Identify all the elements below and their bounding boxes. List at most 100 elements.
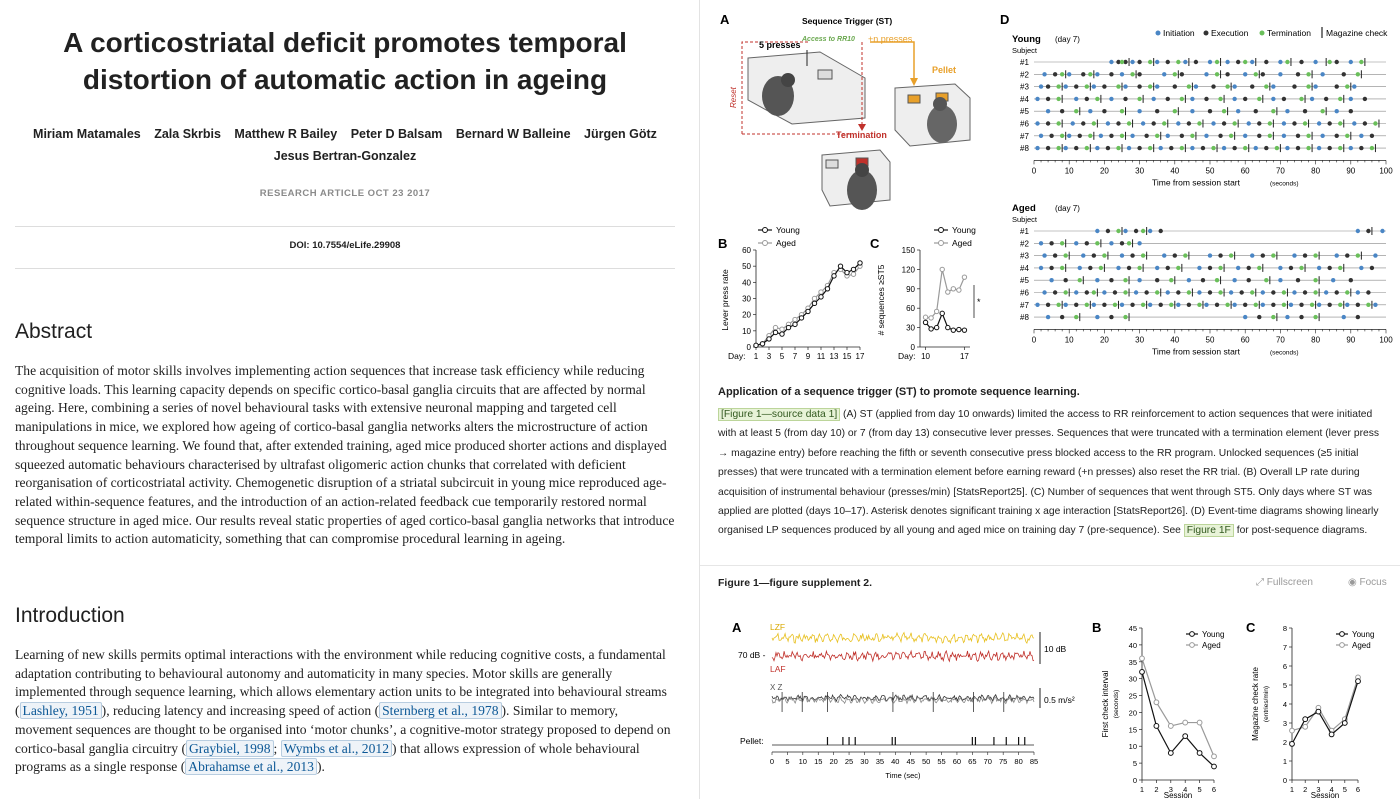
execution-point xyxy=(1250,84,1255,89)
x-tick-label: 25 xyxy=(845,757,853,766)
execution-point xyxy=(1049,133,1054,138)
execution-point xyxy=(1292,84,1297,89)
termination-point xyxy=(1147,84,1153,89)
execution-point xyxy=(1172,253,1177,258)
data-point-young xyxy=(1167,750,1174,756)
citation-link[interactable]: Lashley, 1951 xyxy=(19,702,102,720)
execution-point xyxy=(1327,121,1332,126)
author-link[interactable]: Jesus Bertran-Gonzalez xyxy=(273,149,417,163)
supplement-figure-image[interactable]: A LZF LAF 70 dB - 10 dB X Z 0.5 m/s² Pel… xyxy=(700,600,1400,799)
initiation-point xyxy=(1380,228,1385,234)
execution-point xyxy=(1207,109,1213,114)
y-tick-label: 40 xyxy=(1129,641,1137,650)
citation-link[interactable]: Graybiel, 1998 xyxy=(185,739,274,757)
data-point-young xyxy=(1139,669,1145,675)
initiation-point xyxy=(1316,302,1322,307)
x-tick-label: 30 xyxy=(860,757,868,766)
initiation-point xyxy=(1035,96,1040,102)
initiation-point xyxy=(1355,228,1361,234)
execution-point xyxy=(1116,121,1121,126)
termination-point xyxy=(1091,290,1097,295)
data-point-young xyxy=(1355,678,1361,685)
subject-row-label: #6 xyxy=(1020,120,1029,129)
data-point-young xyxy=(956,326,962,333)
legend-marker xyxy=(1259,30,1265,36)
author-link[interactable]: Peter D Balsam xyxy=(350,127,443,141)
x-tick-label: 5 xyxy=(1343,785,1347,794)
legend-label-young: Young xyxy=(952,225,976,235)
initiation-point xyxy=(1074,241,1079,246)
execution-point xyxy=(1355,314,1361,320)
x-tick-label: 2 xyxy=(1154,785,1158,794)
data-point-young xyxy=(753,342,759,349)
y-tick-label: 4 xyxy=(1283,700,1287,709)
chart-supp-a: 0 5 10 15 20 25 30 35 40 45 50 55 60 65 70 75 80 85 Time (… xyxy=(770,631,1038,780)
termination-point xyxy=(1271,109,1276,114)
termination-point xyxy=(1179,96,1185,102)
subject-row-label: #2 xyxy=(1020,70,1029,79)
termination-point xyxy=(1253,72,1258,77)
data-point-young xyxy=(844,269,850,276)
execution-point xyxy=(1116,59,1121,65)
series-line-young xyxy=(1291,681,1359,745)
termination-point xyxy=(1172,109,1177,114)
initiation-point xyxy=(1278,278,1283,283)
fullscreen-button[interactable]: ⤢ Fullscreen xyxy=(1256,577,1313,588)
initiation-point xyxy=(1221,145,1227,151)
author-link[interactable]: Jürgen Götz xyxy=(584,127,657,141)
initiation-point xyxy=(1035,145,1040,151)
termination-point xyxy=(1218,265,1223,271)
x-tick-label: 75 xyxy=(999,757,1007,766)
figure-1f-link[interactable]: Figure 1F xyxy=(1183,524,1234,538)
y-tick-label: 10 xyxy=(1129,742,1137,751)
initiation-point xyxy=(1130,59,1135,65)
figure-1-image[interactable]: A Sequence Trigger (ST) xyxy=(700,0,1400,370)
pellet-arrow xyxy=(870,41,915,80)
legend-label: Magazine check xyxy=(1326,28,1388,38)
x-tick-label: 70 xyxy=(984,757,992,766)
execution-point xyxy=(1281,96,1287,102)
termination-point xyxy=(1271,253,1276,258)
citation-link[interactable]: Wymbs et al., 2012 xyxy=(280,739,392,757)
introduction-text: Learning of new skills permits optimal i… xyxy=(15,646,677,777)
execution-point xyxy=(1207,265,1213,271)
execution-point xyxy=(1366,228,1371,234)
x-tick-label: 50 xyxy=(922,757,930,766)
x-tick-label: 60 xyxy=(1241,166,1250,175)
execution-point xyxy=(1165,59,1170,65)
author-link[interactable]: Miriam Matamales xyxy=(33,127,141,141)
initiation-point xyxy=(1119,253,1125,258)
data-point-aged xyxy=(1289,727,1295,734)
author-link[interactable]: Bernard W Balleine xyxy=(455,127,571,141)
y-tick-label: 30 xyxy=(1129,675,1137,684)
termination-point xyxy=(1313,290,1318,295)
pane-divider[interactable] xyxy=(699,0,700,799)
y-tick-label: 0 xyxy=(1283,776,1287,785)
execution-point xyxy=(1144,290,1149,295)
author-link[interactable]: Matthew R Bailey xyxy=(234,127,338,141)
citation-link[interactable]: Sternberg et al., 1978 xyxy=(379,702,502,720)
initiation-point xyxy=(1359,133,1364,138)
termination-point xyxy=(1091,121,1097,126)
y-tick-label: 2 xyxy=(1283,738,1287,747)
data-point-young xyxy=(792,321,798,328)
initiation-point xyxy=(1137,241,1142,246)
execution-point xyxy=(1045,84,1051,89)
article-doi[interactable]: DOI: 10.7554/eLife.29908 xyxy=(289,240,401,251)
x-tick-label: 85 xyxy=(1030,757,1038,766)
y-tick-label: 25 xyxy=(1129,692,1137,701)
x-tick-label: 70 xyxy=(1276,166,1285,175)
source-data-link[interactable]: [Figure 1—source data 1] xyxy=(718,408,841,421)
termination-point xyxy=(1169,302,1174,307)
author-link[interactable]: Zala Skrbis xyxy=(154,127,221,141)
x-tick-label: 65 xyxy=(968,757,976,766)
execution-point xyxy=(1299,302,1304,307)
termination-point xyxy=(1345,133,1350,138)
execution-point xyxy=(1052,290,1058,295)
y-tick-label: 40 xyxy=(742,278,751,287)
focus-button[interactable]: ◉ Focus xyxy=(1348,577,1387,588)
termination-point xyxy=(1218,96,1223,102)
citation-link[interactable]: Abrahamse et al., 2013 xyxy=(185,758,317,776)
mouse-icon xyxy=(847,170,877,210)
execution-point xyxy=(1232,145,1237,151)
